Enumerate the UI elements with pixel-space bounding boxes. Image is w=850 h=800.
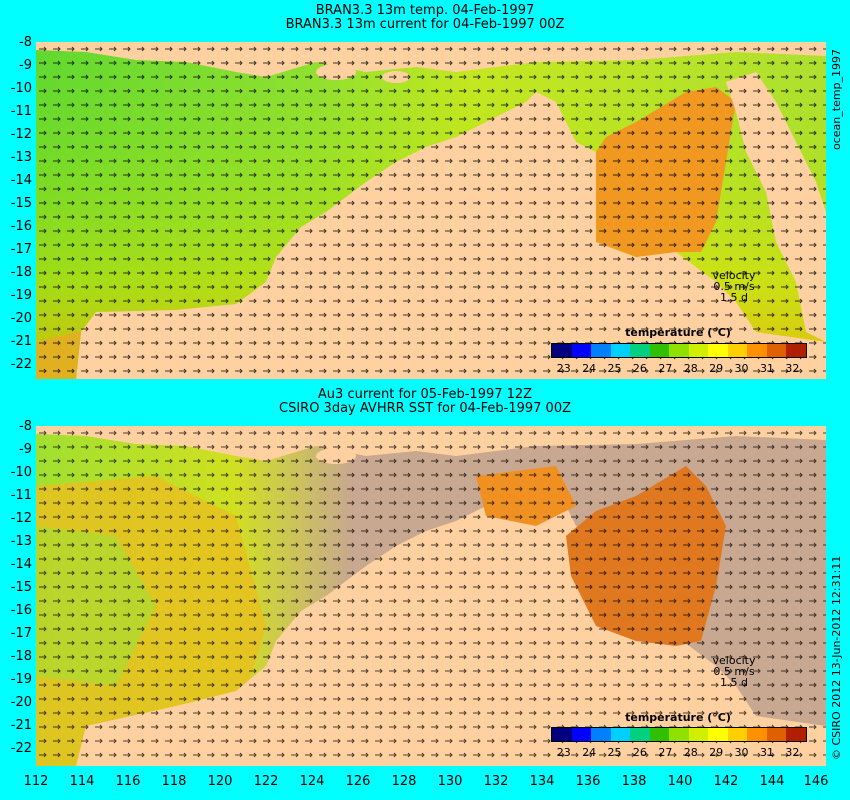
top-colorbar-ticks: 23 24 25 26 27 28 29 30 31 32 <box>556 362 800 375</box>
bottom-velocity-legend: velocity 0.5 m/s 1.5 d <box>712 654 756 689</box>
top-colorbar <box>551 343 807 358</box>
bottom-colorbar-ticks: 23 24 25 26 27 28 29 30 31 32 <box>556 746 800 759</box>
bottom-current-arrows <box>36 426 826 766</box>
top-map <box>36 42 826 379</box>
bottom-title-line1: Au3 current for 05-Feb-1997 12Z <box>317 387 533 402</box>
top-title-line2: BRAN3.3 13m current for 04-Feb-1997 00Z <box>285 17 565 32</box>
top-side-label: ocean_temp_1997 <box>830 48 843 150</box>
bottom-title-line2: CSIRO 3day AVHRR SST for 04-Feb-1997 00Z <box>279 401 571 416</box>
top-map-canvas <box>36 42 826 379</box>
bottom-side-label: © CSIRO 2012 13-Jun-2012 12:31:11 <box>830 555 843 760</box>
bottom-colorbar <box>551 727 807 742</box>
bottom-colorbar-title: temperature (°C) <box>625 711 731 724</box>
top-velocity-legend: velocity 0.5 m/s 1.5 d <box>712 269 756 304</box>
top-colorbar-title: temperature (°C) <box>625 326 731 339</box>
bottom-map-canvas <box>36 426 826 766</box>
bottom-map <box>36 426 826 766</box>
top-title-line1: BRAN3.3 13m temp. 04-Feb-1997 <box>315 3 535 18</box>
top-current-arrows <box>36 42 826 379</box>
